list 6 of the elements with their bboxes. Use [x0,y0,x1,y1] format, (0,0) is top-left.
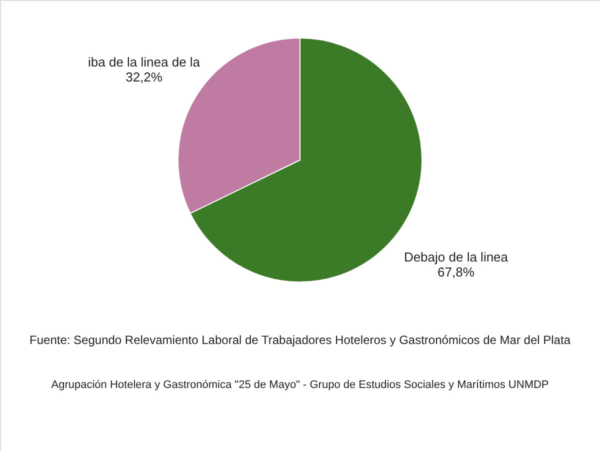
source-note: Fuente: Segundo Relevamiento Laboral de Trabajadores Hoteleros y Gastronómicos de Mar del Plata [30,333,571,347]
slice-label: Debajo de la linea [404,250,509,265]
slice-label: iba de la linea de la [88,54,201,70]
data-label: 32,2% [126,69,163,84]
data-label: 67,8% [438,264,475,280]
text: Agrupación Hotelera y Gastronómica "25 de Mayo" - Grupo de Estudios Sociales y Marítimos UNMDP [51,379,549,391]
